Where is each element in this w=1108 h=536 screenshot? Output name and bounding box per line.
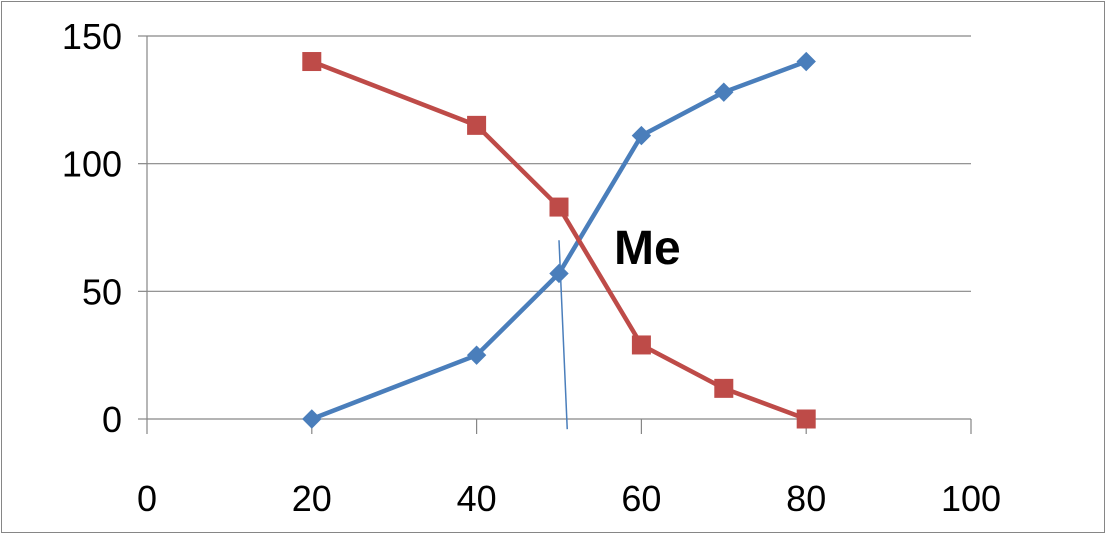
x-tick-label: 0 xyxy=(137,478,157,519)
x-tick-label: 80 xyxy=(786,478,826,519)
y-tick-label: 150 xyxy=(62,16,122,57)
series-1-point xyxy=(796,51,816,72)
median-line xyxy=(558,240,568,430)
x-tick-label: 20 xyxy=(292,478,332,519)
series-1-line xyxy=(309,59,809,422)
median-label: Me xyxy=(614,222,681,275)
series-1-point xyxy=(631,125,652,146)
series-1-point xyxy=(549,263,569,284)
x-tick-label: 60 xyxy=(621,478,661,519)
series-2 xyxy=(302,52,816,429)
series-2-line xyxy=(309,59,809,422)
annotations: Me xyxy=(558,222,681,430)
series-2-point xyxy=(467,115,487,135)
series-2-point xyxy=(714,378,734,398)
series-1 xyxy=(302,51,816,429)
series-1-point xyxy=(714,82,734,102)
series-2-point xyxy=(631,335,651,355)
x-tick-label: 100 xyxy=(941,478,1001,519)
series-1-point xyxy=(302,409,322,429)
gridlines xyxy=(147,35,971,292)
series-1-point xyxy=(466,345,487,365)
axes: 0 50 100 150 0 20 40 60 80 100 xyxy=(62,16,1001,519)
y-tick-label: 100 xyxy=(62,144,122,185)
y-tick-label: 50 xyxy=(82,271,122,312)
series-2-point xyxy=(549,197,569,217)
series-2-point xyxy=(796,409,816,429)
y-tick-label: 0 xyxy=(102,399,122,440)
series-2-point xyxy=(302,52,322,72)
series-layer xyxy=(302,51,816,429)
x-tick-label: 40 xyxy=(457,478,497,519)
